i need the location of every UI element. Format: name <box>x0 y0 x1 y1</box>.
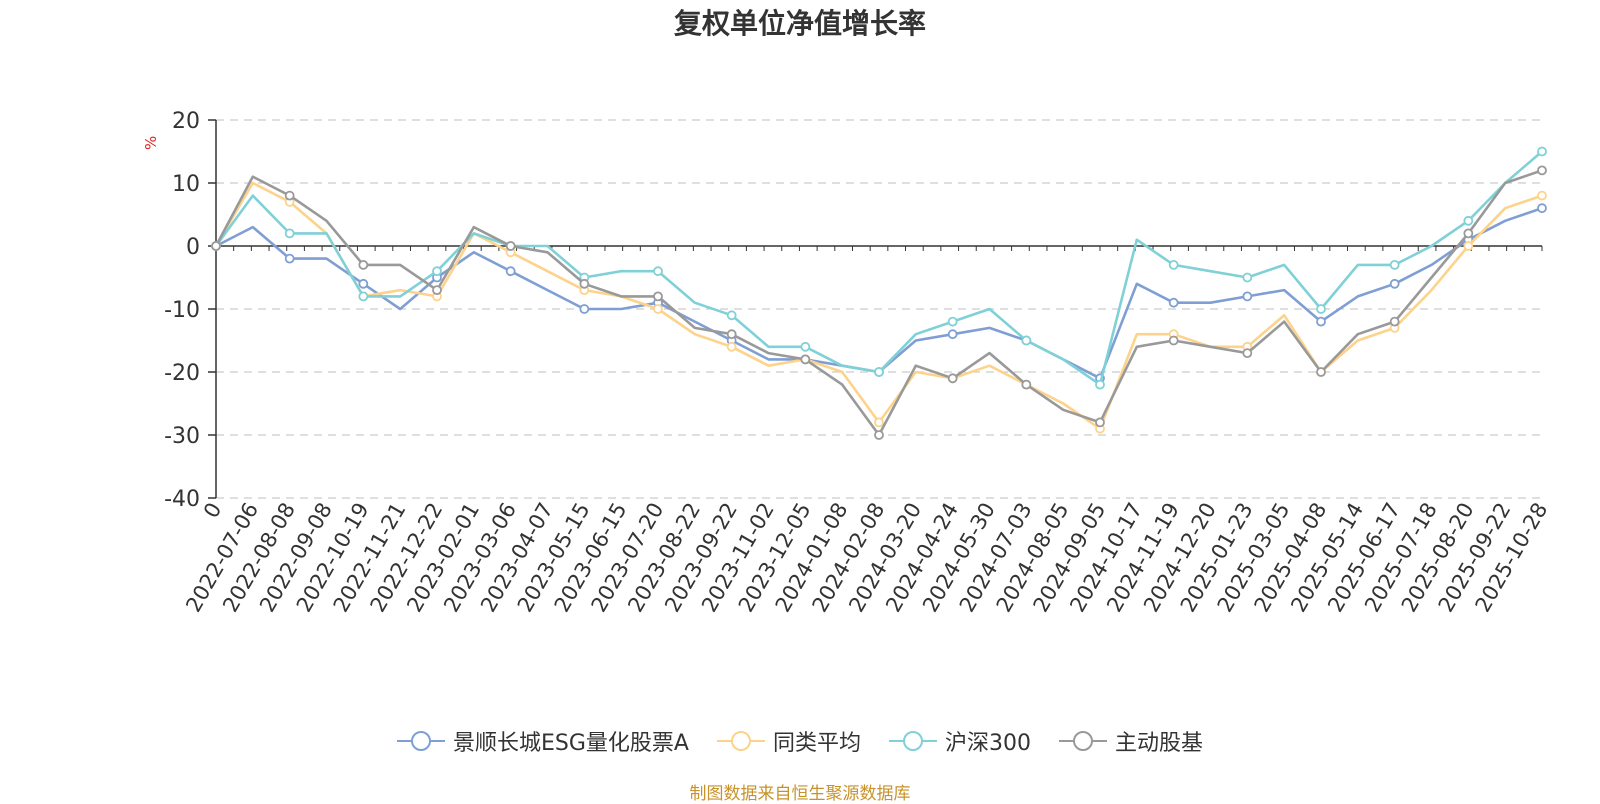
legend-label: 沪深300 <box>944 731 1031 756</box>
series-point-0 <box>579 304 590 314</box>
series-point-3 <box>284 190 295 201</box>
data-source-note: 制图数据来自恒生聚源数据库 <box>689 784 911 804</box>
legend-item-3[interactable]: 主动股基 <box>1058 725 1203 757</box>
series-point-0 <box>1242 291 1253 302</box>
series-point-2 <box>1021 335 1032 346</box>
series-point-3 <box>726 329 737 340</box>
gridlines <box>216 119 1542 499</box>
series-point-0 <box>284 253 295 264</box>
series-point-3 <box>1537 165 1547 176</box>
series-point-1 <box>726 341 737 352</box>
x-tick-label: 0 <box>199 499 226 523</box>
series-line-3 <box>214 169 1543 437</box>
tick-labels: 20100-10-20-30-4002022-07-062022-08-0820… <box>164 109 1552 616</box>
series-point-3 <box>505 241 516 251</box>
series-point-3 <box>1021 379 1032 390</box>
axes <box>208 119 1543 499</box>
series-point-3 <box>1095 417 1105 428</box>
series-point-2 <box>1316 304 1326 314</box>
legend-swatch-icon <box>716 731 765 751</box>
series-point-3 <box>1389 316 1400 327</box>
legend-swatch-marker <box>902 731 923 751</box>
series-point-2 <box>284 228 295 239</box>
legend-item-0[interactable]: 景顺长城ESG量化股票A <box>397 725 689 757</box>
series-point-2 <box>947 316 958 327</box>
series-point-2 <box>726 310 737 321</box>
series-point-2 <box>874 367 884 377</box>
series-point-3 <box>800 354 811 365</box>
legend-label: 同类平均 <box>772 731 861 756</box>
series-point-3 <box>1316 367 1326 377</box>
series-point-3 <box>211 241 221 251</box>
legend-swatch-marker <box>730 731 751 751</box>
series-point-1 <box>1537 190 1547 201</box>
legend-label: 景顺长城ESG量化股票A <box>453 731 689 756</box>
y-tick-label: -40 <box>164 487 200 512</box>
series-point-2 <box>653 266 663 277</box>
y-tick-label: 0 <box>186 235 200 260</box>
series-point-3 <box>947 373 958 384</box>
series-point-3 <box>1242 348 1253 359</box>
legend-swatch-icon <box>888 731 937 751</box>
series-point-1 <box>1463 241 1474 251</box>
series-point-3 <box>579 278 590 289</box>
series-lines <box>211 146 1547 440</box>
legend-swatch-icon <box>1058 731 1107 751</box>
series-point-0 <box>1168 297 1179 308</box>
y-tick-label: 10 <box>172 172 200 197</box>
y-tick-label: -20 <box>164 361 200 386</box>
series-point-3 <box>874 430 884 440</box>
series-point-0 <box>505 266 516 277</box>
legend-swatch-icon <box>397 731 445 751</box>
chart-plot-area: 20100-10-20-30-4002022-07-062022-08-0820… <box>164 109 1552 616</box>
series-point-2 <box>1242 272 1253 283</box>
series-point-1 <box>874 417 884 428</box>
legend-item-2[interactable]: 沪深300 <box>888 725 1031 757</box>
y-tick-label: 20 <box>172 109 200 134</box>
series-point-0 <box>947 329 958 340</box>
series-point-3 <box>1463 228 1474 239</box>
legend-swatch-marker <box>411 731 431 751</box>
series-point-2 <box>358 291 369 302</box>
series-point-0 <box>1316 316 1326 327</box>
y-tick-label: -30 <box>164 424 200 449</box>
legend[interactable]: 景顺长城ESG量化股票A 同类平均 沪深300 主动股基 <box>0 724 1600 758</box>
series-point-0 <box>1537 203 1547 214</box>
series-point-3 <box>653 291 663 302</box>
series-point-2 <box>1095 379 1105 390</box>
series-point-0 <box>358 278 369 289</box>
series-point-2 <box>432 266 442 277</box>
series-point-2 <box>800 341 811 352</box>
series-point-2 <box>1537 146 1547 157</box>
series-point-0 <box>1389 278 1400 289</box>
legend-label: 主动股基 <box>1114 731 1203 756</box>
series-point-1 <box>653 304 663 314</box>
legend-swatch-marker <box>1072 731 1093 751</box>
series-point-2 <box>1389 259 1400 270</box>
series-point-3 <box>1168 335 1179 346</box>
series-point-2 <box>1168 259 1179 270</box>
series-point-3 <box>432 285 442 296</box>
series-point-2 <box>1463 215 1474 226</box>
series-point-3 <box>358 259 369 270</box>
legend-item-1[interactable]: 同类平均 <box>716 725 861 757</box>
y-tick-label: -10 <box>164 298 200 323</box>
chart-title: 复权单位净值增长率 <box>673 7 926 40</box>
